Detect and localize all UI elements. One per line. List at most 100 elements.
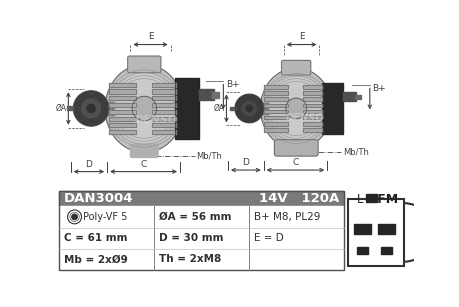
Text: Mb/Th: Mb/Th — [342, 148, 368, 157]
Bar — [152, 123, 176, 127]
Bar — [347, 199, 403, 266]
Ellipse shape — [113, 73, 174, 144]
Bar — [109, 117, 136, 121]
FancyBboxPatch shape — [128, 56, 161, 73]
Text: D: D — [85, 160, 92, 169]
Circle shape — [73, 91, 109, 126]
Bar — [258, 103, 267, 114]
Bar — [380, 247, 391, 254]
Text: B+: B+ — [371, 84, 385, 93]
Text: D = 30 mm: D = 30 mm — [158, 233, 223, 243]
Text: Mb = 2xØ9: Mb = 2xØ9 — [63, 255, 127, 265]
Circle shape — [72, 214, 77, 220]
Bar — [263, 116, 288, 119]
Bar — [322, 83, 342, 134]
Bar — [109, 110, 136, 114]
Ellipse shape — [268, 76, 323, 141]
Bar — [353, 224, 370, 234]
Bar — [152, 83, 176, 87]
Bar — [263, 103, 288, 107]
Text: D: D — [242, 158, 249, 167]
Bar — [109, 117, 136, 121]
Bar — [152, 130, 176, 134]
Text: Mb/Th: Mb/Th — [196, 152, 222, 161]
Text: DENSO: DENSO — [285, 113, 324, 123]
Bar — [302, 97, 322, 101]
Text: DAN3004: DAN3004 — [63, 192, 133, 205]
Bar — [263, 91, 288, 95]
Text: E: E — [298, 33, 304, 41]
Bar — [357, 247, 368, 254]
Bar — [109, 89, 136, 94]
FancyBboxPatch shape — [274, 140, 317, 156]
Bar — [109, 110, 136, 114]
Bar — [67, 107, 75, 111]
Text: DENSO: DENSO — [134, 115, 177, 125]
Bar — [354, 95, 360, 99]
Bar — [263, 128, 288, 132]
Bar — [263, 91, 288, 95]
Bar — [263, 122, 288, 126]
Bar — [152, 103, 176, 107]
Circle shape — [246, 105, 252, 112]
Bar — [302, 110, 322, 113]
Text: C: C — [291, 158, 298, 167]
Bar — [109, 103, 136, 107]
Bar — [109, 89, 136, 94]
Text: ØA = 56 mm: ØA = 56 mm — [158, 212, 231, 222]
Bar — [302, 103, 322, 107]
Bar — [212, 92, 219, 98]
Bar — [152, 96, 176, 100]
FancyBboxPatch shape — [281, 60, 310, 75]
Bar — [109, 123, 136, 127]
Bar — [59, 191, 343, 206]
Bar — [109, 96, 136, 100]
Bar — [365, 194, 376, 202]
Text: L: L — [356, 193, 362, 206]
Circle shape — [87, 104, 95, 113]
Bar — [152, 89, 176, 94]
Circle shape — [235, 94, 263, 123]
Bar — [59, 191, 343, 270]
Text: ØA: ØA — [56, 104, 67, 113]
Bar — [109, 83, 136, 87]
Bar — [152, 117, 176, 121]
Text: C = 61 mm: C = 61 mm — [63, 233, 127, 243]
Text: ØA: ØA — [213, 104, 224, 113]
Bar — [152, 130, 176, 134]
Circle shape — [285, 98, 306, 119]
Bar — [342, 92, 355, 101]
Bar — [59, 206, 343, 270]
FancyBboxPatch shape — [130, 144, 158, 157]
Ellipse shape — [260, 68, 331, 149]
Bar — [103, 102, 113, 115]
Bar — [152, 103, 176, 107]
Bar — [302, 116, 322, 119]
Bar — [152, 83, 176, 87]
Bar — [263, 122, 288, 126]
Text: Poly-VF 5: Poly-VF 5 — [83, 212, 127, 222]
Bar — [263, 103, 288, 107]
Ellipse shape — [105, 64, 183, 153]
Bar — [109, 130, 136, 134]
Bar — [174, 78, 198, 139]
Bar — [152, 123, 176, 127]
Text: E = D: E = D — [253, 233, 283, 243]
Text: C: C — [140, 160, 146, 169]
Circle shape — [132, 96, 156, 121]
Bar — [263, 116, 288, 119]
Bar — [263, 97, 288, 101]
Bar — [152, 96, 176, 100]
Bar — [347, 199, 403, 266]
Bar — [302, 128, 322, 132]
Bar — [263, 97, 288, 101]
Bar — [302, 85, 322, 89]
Bar — [152, 110, 176, 114]
Bar — [263, 110, 288, 113]
Bar — [302, 110, 322, 113]
Bar — [198, 89, 213, 100]
Bar — [302, 97, 322, 101]
Text: 14V   120A: 14V 120A — [258, 192, 338, 205]
Bar — [302, 85, 322, 89]
Text: B+: B+ — [225, 80, 239, 89]
